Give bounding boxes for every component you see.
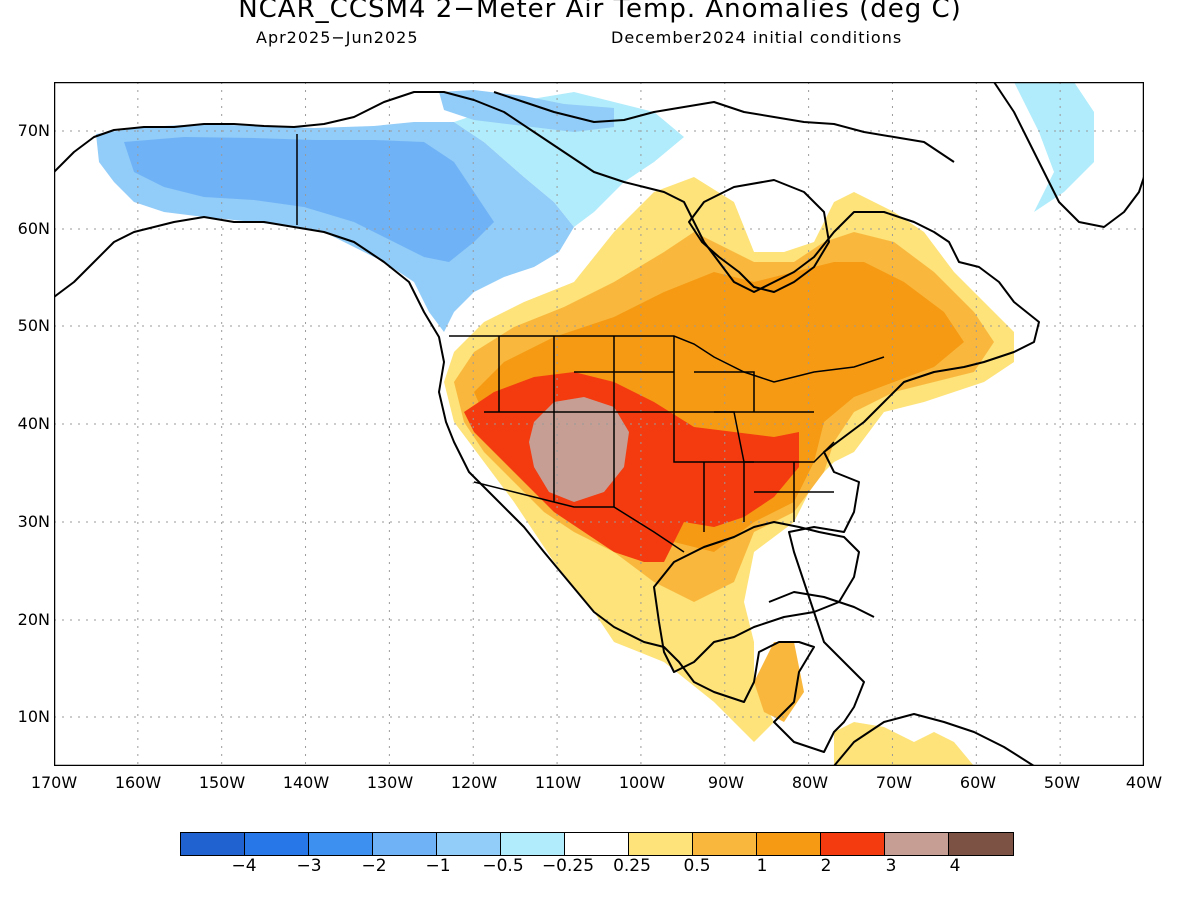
- lat-label-20n: 20N: [17, 610, 50, 629]
- legend-swatch: [565, 833, 629, 855]
- legend-swatch: [629, 833, 693, 855]
- lat-label-30n: 30N: [17, 512, 50, 531]
- legend-label: 0.25: [613, 856, 651, 876]
- legend-label: −4: [231, 856, 257, 876]
- lon-label-160w: 160W: [114, 773, 162, 792]
- legend-swatch: [821, 833, 885, 855]
- lon-label-150w: 150W: [198, 773, 246, 792]
- legend-swatch: [309, 833, 373, 855]
- legend-label: 2: [820, 856, 832, 876]
- lat-label-10n: 10N: [17, 707, 50, 726]
- legend-swatch: [245, 833, 309, 855]
- legend-swatch: [757, 833, 821, 855]
- color-legend: [180, 832, 1014, 856]
- coastline-cuba: [768, 591, 875, 618]
- coastlines: [54, 82, 1144, 766]
- lat-label-40n: 40N: [17, 414, 50, 433]
- state-border-16: [694, 371, 755, 412]
- forecast-period: Apr2025−Jun2025: [256, 28, 419, 47]
- state-border-3: [614, 411, 754, 463]
- lon-label-40w: 40W: [1125, 773, 1163, 792]
- border-us-mexico: [473, 481, 685, 553]
- map-title: NCAR_CCSM4 2−Meter Air Temp. Anomalies (…: [238, 0, 962, 24]
- legend-swatch: [501, 833, 565, 855]
- anomaly-shading: [96, 82, 1094, 766]
- lon-label-90w: 90W: [707, 773, 745, 792]
- legend-label: 1: [756, 856, 768, 876]
- initial-conditions: December2024 initial conditions: [611, 28, 903, 47]
- legend-swatch: [437, 833, 501, 855]
- map-canvas: [54, 82, 1144, 766]
- lat-label-50n: 50N: [17, 316, 50, 335]
- cold-anomaly-arctic: [439, 90, 614, 132]
- lon-label-130w: 130W: [366, 773, 414, 792]
- legend-label: 3: [885, 856, 897, 876]
- legend-swatch: [181, 833, 245, 855]
- border-us-canada: [449, 335, 885, 383]
- lon-label-170w: 170W: [30, 773, 78, 792]
- coastline-greenland: [993, 82, 1144, 228]
- lon-label-100w: 100W: [618, 773, 666, 792]
- lon-label-80w: 80W: [791, 773, 829, 792]
- legend-label: −0.5: [482, 856, 524, 876]
- state-border-12: [744, 441, 835, 463]
- lon-label-120w: 120W: [450, 773, 498, 792]
- cold-anomaly-core: [124, 137, 494, 262]
- coastline-hudson-bay: [688, 179, 830, 293]
- legend-swatch: [949, 833, 1013, 855]
- map-border: [54, 82, 1144, 766]
- coastline-gulf-of-mexico: [653, 521, 860, 673]
- lat-label-60n: 60N: [17, 219, 50, 238]
- lon-label-140w: 140W: [282, 773, 330, 792]
- lat-label-70n: 70N: [17, 121, 50, 140]
- warm-anomaly-central-america: [754, 642, 804, 722]
- legend-swatch: [693, 833, 757, 855]
- political-borders: [296, 134, 885, 553]
- lon-label-70w: 70W: [875, 773, 913, 792]
- coastline-north-america: [54, 91, 1040, 753]
- coastline-arctic-islands: [493, 91, 955, 163]
- warm-anomaly-caribbean: [834, 722, 974, 766]
- anomaly-map: [54, 82, 1144, 766]
- cold-anomaly-light: [454, 92, 684, 227]
- legend-label: −0.25: [541, 856, 595, 876]
- legend-label: −1: [425, 856, 451, 876]
- legend-swatch: [373, 833, 437, 855]
- legend-swatch: [885, 833, 949, 855]
- legend-label: −2: [361, 856, 387, 876]
- legend-label: 4: [949, 856, 961, 876]
- legend-label: 0.5: [683, 856, 711, 876]
- lon-label-60w: 60W: [959, 773, 997, 792]
- cold-anomaly-greenland: [1014, 82, 1094, 212]
- lon-label-50w: 50W: [1043, 773, 1081, 792]
- grid-lines: [54, 82, 1144, 766]
- lon-label-110w: 110W: [534, 773, 582, 792]
- coastline-south-america: [833, 713, 1035, 766]
- legend-label: −3: [296, 856, 322, 876]
